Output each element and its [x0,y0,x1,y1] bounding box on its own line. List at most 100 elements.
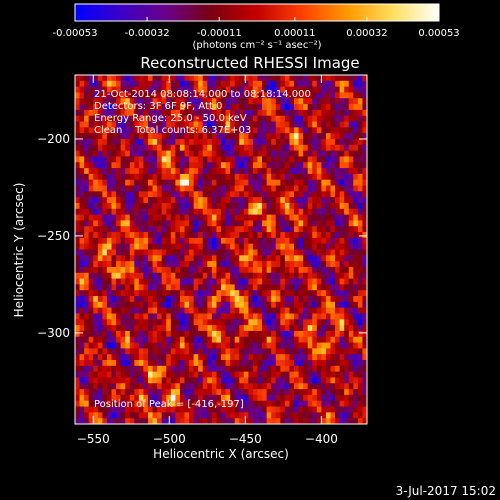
heatmap-cell [148,104,153,111]
heatmap-cell [248,98,254,105]
heatmap-cell [252,173,258,181]
heatmap-cell [84,208,90,215]
heatmap-cell [202,162,208,169]
heatmap-cell [348,214,354,221]
heatmap-cell [348,109,354,117]
heatmap-cell [330,109,336,117]
heatmap-cell [138,179,144,186]
heatmap-cell [184,301,190,309]
heatmap-cell [362,325,367,332]
heatmap-cell [189,179,195,186]
heatmap-cell [284,336,290,343]
heatmap-cell [239,313,245,320]
heatmap-cell [189,319,195,326]
heatmap-cell [248,272,254,279]
heatmap-cell [330,301,336,309]
heatmap-cell [362,278,367,285]
heatmap-cell [252,75,258,82]
heatmap-cell [120,365,126,373]
heatmap-cell [84,243,90,250]
heatmap-cell [138,330,144,338]
heatmap-cell [161,249,167,256]
heatmap-cell [280,342,286,349]
heatmap-cell [271,185,277,192]
heatmap-cell [243,290,249,297]
heatmap-cell [357,75,363,82]
heatmap-cell [303,75,309,82]
heatmap-cell [294,389,299,396]
heatmap-cell [216,104,222,111]
heatmap-cell [230,261,236,268]
heatmap-cell [262,185,268,192]
heatmap-cell [161,237,167,245]
heatmap-cell [344,138,350,146]
heatmap-cell [344,92,350,99]
heatmap-cell [307,138,313,146]
heatmap-cell [230,325,236,332]
heatmap-cell [266,307,272,314]
heatmap-cell [294,272,299,279]
heatmap-cell [243,389,249,396]
heatmap-cell [303,377,309,384]
heatmap-cell [202,365,208,373]
heatmap-cell [175,412,181,419]
heatmap-cell [294,319,299,326]
heatmap-cell [312,307,318,314]
heatmap-cell [321,127,327,134]
heatmap-cell [243,162,249,169]
heatmap-cell [266,406,272,413]
heatmap-cell [316,383,322,390]
heatmap-cell [84,104,90,111]
heatmap-cell [239,296,245,303]
heatmap-cell [88,98,94,105]
heatmap-cell [221,325,226,332]
heatmap-cell [143,104,149,111]
heatmap-cell [225,301,231,309]
heatmap-cell [202,121,208,128]
heatmap-cell [134,290,140,297]
heatmap-cell [275,185,281,192]
heatmap-cell [312,197,318,204]
heatmap-cell [198,220,204,227]
heatmap-cell [289,406,295,413]
heatmap-cell [138,133,144,140]
heatmap-cell [111,325,117,332]
heatmap-cell [97,156,103,163]
heatmap-cell [102,104,108,111]
heatmap-cell [303,127,309,134]
heatmap-cell [257,290,263,297]
heatmap-cell [303,272,309,279]
heatmap-cell [330,92,336,99]
heatmap-cell [325,115,331,122]
heatmap-cell [298,336,304,343]
heatmap-cell [198,261,204,268]
heatmap-cell [170,255,176,262]
heatmap-cell [221,133,226,140]
heatmap-cell [239,197,245,204]
heatmap-cell [170,266,176,274]
heatmap-cell [88,237,94,245]
heatmap-cell [125,150,131,157]
heatmap-cell [230,389,236,396]
heatmap-cell [152,383,158,390]
heatmap-cell [321,342,327,349]
heatmap-cell [348,261,354,268]
heatmap-cell [166,400,172,407]
heatmap-cell [353,394,359,402]
heatmap-cell [120,243,126,250]
heatmap-cell [216,197,222,204]
heatmap-cell [102,109,108,117]
heatmap-cell [252,348,258,355]
heatmap-cell [221,365,226,373]
heatmap-cell [316,86,322,93]
heatmap-cell [353,296,359,303]
heatmap-cell [252,168,258,175]
heatmap-cell [189,261,195,268]
heatmap-cell [353,232,359,239]
heatmap-cell [193,342,199,349]
heatmap-cell [166,354,172,361]
heatmap-cell [230,226,236,233]
heatmap-cell [175,109,181,117]
heatmap-cell [271,156,277,163]
heatmap-cell [75,191,80,198]
